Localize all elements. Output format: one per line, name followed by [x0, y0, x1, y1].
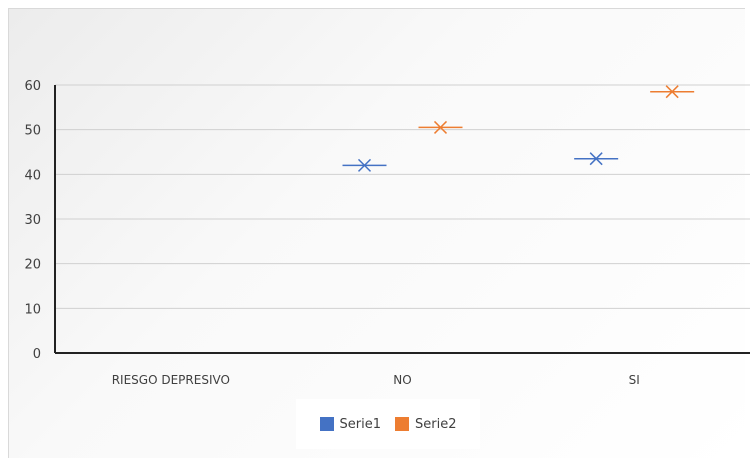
gridlines: [55, 84, 750, 309]
marker-cross-b: [433, 120, 448, 134]
marker-serie2-2: [650, 85, 695, 99]
legend-item-serie1: Serie1: [319, 416, 381, 432]
legend-swatch-serie2: [395, 417, 409, 431]
marker-serie2-1: [418, 120, 463, 134]
y-tick-label-20: 20: [24, 258, 41, 273]
x-category-label-2: SI: [629, 373, 640, 387]
series-markers: [342, 85, 695, 172]
chart-area: [8, 8, 745, 458]
y-tick-labels: 0 10 20 30 40 50 60: [24, 79, 41, 362]
x-category-label-0: RIESGO DEPRESIVO: [112, 373, 230, 387]
marker-serie1-2: [574, 152, 619, 166]
legend: Serie1 Serie2: [296, 399, 480, 449]
marker-cross-b: [665, 85, 679, 99]
y-tick-label-50: 50: [24, 124, 41, 139]
y-tick-label-30: 30: [24, 213, 41, 228]
x-category-labels: RIESGO DEPRESIVO NO SI: [112, 373, 640, 387]
marker-serie1-1: [342, 158, 387, 172]
y-tick-label-10: 10: [24, 302, 41, 317]
legend-label-serie2: Serie2: [415, 416, 457, 432]
legend-swatch-serie1: [319, 417, 334, 431]
legend-label-serie1: Serie1: [339, 416, 381, 432]
y-tick-label-0: 0: [33, 347, 41, 362]
legend-item-serie2: Serie2: [395, 417, 456, 432]
y-tick-label-60: 60: [24, 79, 41, 94]
x-category-label-1: NO: [393, 373, 411, 387]
marker-cross-b: [357, 158, 372, 172]
axes: [54, 85, 750, 354]
y-tick-label-40: 40: [24, 168, 41, 183]
marker-cross-b: [589, 152, 603, 166]
